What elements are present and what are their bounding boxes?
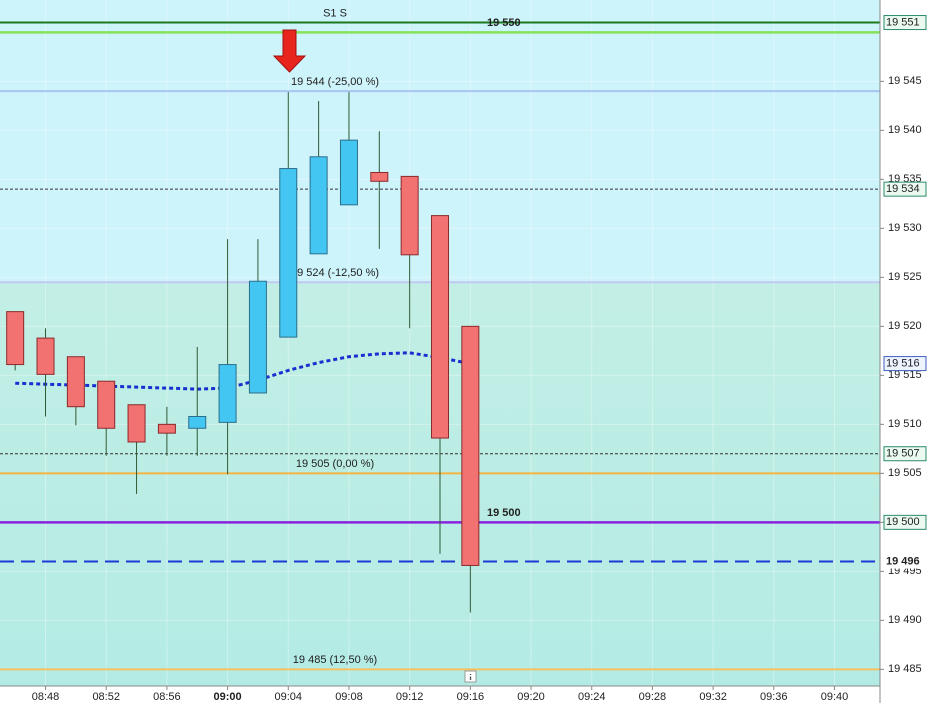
level-label: 19 550: [487, 17, 521, 29]
y-tick-label: 19 510: [888, 418, 922, 430]
candle-body: [6, 311, 25, 366]
y-tick-label: 19 530: [888, 222, 922, 234]
price-tag-box: [883, 514, 927, 530]
candle-body: [339, 139, 358, 206]
price-tag-box: [884, 554, 926, 569]
candle-body: [279, 168, 298, 338]
y-axis-panel: [880, 0, 927, 703]
x-tick-label: 09:36: [760, 691, 788, 703]
x-tick-label: 09:28: [639, 691, 667, 703]
y-tick-label: 19 505: [888, 467, 922, 479]
y-tick-label: 19 545: [888, 75, 922, 87]
x-tick-label: 09:08: [335, 691, 363, 703]
y-tick-label: 19 490: [888, 614, 922, 626]
level-label: S1 S: [323, 7, 347, 19]
price-tag: 19 516: [886, 357, 920, 369]
x-tick-label: 09:04: [275, 691, 303, 703]
candle-body: [370, 171, 389, 182]
price-tag-box: [883, 15, 927, 31]
y-tick-label: 19 540: [888, 124, 922, 136]
level-label: 19 505 (0,00 %): [296, 458, 374, 470]
candle-body: [188, 416, 207, 429]
price-tag: 19 496: [886, 555, 920, 567]
price-tag: 19 507: [886, 448, 920, 460]
candle-body: [309, 156, 328, 255]
candle-body: [157, 423, 176, 434]
y-tick-label: 19 525: [888, 271, 922, 283]
price-tag-box: [883, 446, 927, 462]
level-label: 19 524 (-12,50 %): [291, 267, 379, 279]
x-tick-label: 09:40: [821, 691, 849, 703]
x-tick-label: 08:56: [153, 691, 181, 703]
price-tag: 19 551: [886, 16, 920, 28]
candle-body: [400, 175, 419, 256]
candle-body: [97, 380, 116, 429]
x-tick-label: 08:48: [32, 691, 60, 703]
x-axis-panel: [0, 686, 880, 703]
x-tick-label: 09:20: [517, 691, 545, 703]
candle-body: [248, 280, 267, 394]
candle-body: [36, 337, 55, 375]
level-label: 19 544 (-25,00 %): [291, 76, 379, 88]
price-tag-box: [883, 356, 927, 372]
y-tick-label: 19 485: [888, 663, 922, 675]
price-tag-box: [883, 181, 927, 197]
price-tag: 19 500: [886, 516, 920, 528]
y-tick-label: 19 520: [888, 320, 922, 332]
x-tick-label: 09:00: [214, 691, 242, 703]
level-label: 19 500: [487, 507, 521, 519]
signal-arrow: [272, 29, 307, 73]
x-tick-label: 09:32: [699, 691, 727, 703]
x-tick-label: 09:16: [457, 691, 485, 703]
candle-body: [66, 356, 85, 408]
candle-body: [127, 404, 146, 443]
y-tick-label: 19 515: [888, 369, 922, 381]
price-tag: 19 534: [886, 183, 920, 195]
level-label: 19 485 (12,50 %): [293, 654, 377, 666]
candle-body: [461, 325, 480, 566]
x-tick-label: 09:24: [578, 691, 606, 703]
x-tick-label: 09:12: [396, 691, 424, 703]
candle-body: [431, 215, 449, 439]
x-tick-label: 08:52: [92, 691, 120, 703]
candle-body: [218, 364, 237, 423]
